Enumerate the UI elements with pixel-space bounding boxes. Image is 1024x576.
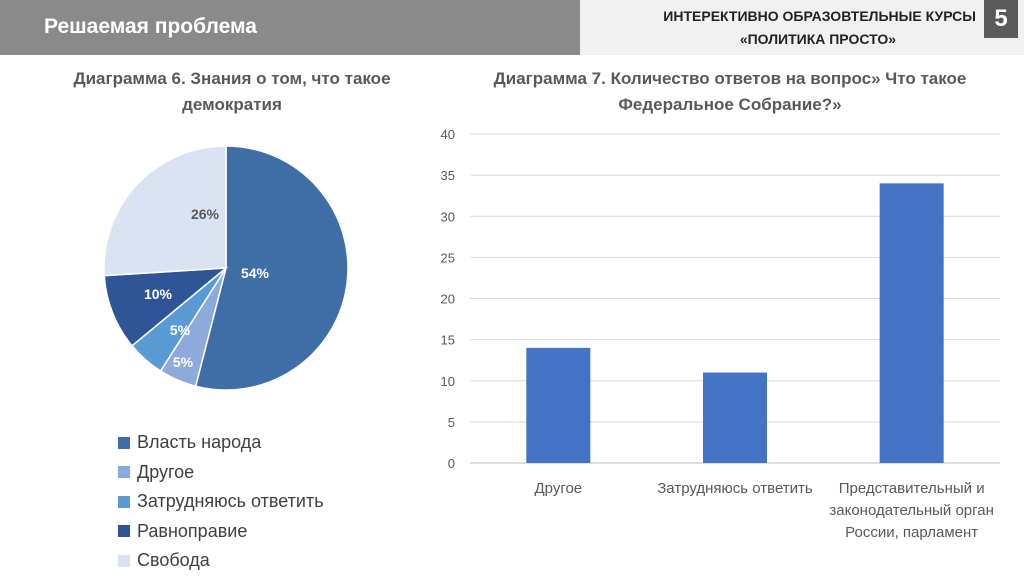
y-tick-label: 35: [441, 168, 455, 183]
course-title-line2: «ПОЛИТИКА ПРОСТО»: [739, 31, 896, 47]
pie-slice: [103, 145, 227, 277]
pie-data-label: 5%: [173, 354, 194, 370]
pie-data-label: 10%: [144, 286, 173, 302]
legend-label: Затрудняюсь ответить: [137, 491, 324, 511]
pie-legend: Власть народа Другое Затрудняюсь ответить Р…: [118, 428, 324, 576]
header-bar: [0, 0, 580, 55]
legend-swatch: [118, 436, 130, 449]
legend-item: Равноправие: [118, 517, 324, 547]
pie-slice: [103, 267, 229, 347]
slide-title: Решаемая проблема: [44, 15, 257, 38]
legend-swatch: [118, 554, 130, 567]
y-tick-label: 40: [441, 127, 455, 142]
y-tick-label: 10: [441, 374, 455, 389]
y-tick-label: 25: [441, 250, 455, 265]
y-tick-label: 0: [448, 456, 455, 471]
legend-item: Власть народа: [118, 428, 324, 458]
bar: [526, 347, 591, 463]
legend-item: Другое: [118, 458, 324, 488]
bar: [703, 372, 767, 463]
legend-swatch: [118, 466, 130, 479]
pie-data-label: 26%: [191, 206, 220, 222]
pie-slice: [194, 145, 349, 391]
course-block: [580, 0, 1024, 55]
legend-swatch: [118, 525, 130, 538]
legend-label: Другое: [137, 461, 195, 482]
y-tick-label: 5: [448, 415, 455, 430]
bar-chart-title: Диаграмма 7. Количество ответов на вопро…: [493, 69, 967, 114]
x-category-label: Другое: [534, 480, 583, 497]
x-category-label: Представительный и законодательный орган…: [829, 480, 994, 541]
legend-label: Свобода: [137, 550, 210, 570]
y-tick-label: 30: [441, 209, 455, 224]
legend-item: Затрудняюсь ответить: [118, 487, 324, 517]
bar: [879, 183, 944, 463]
y-tick-label: 20: [441, 292, 455, 307]
legend-label: Равноправие: [137, 520, 248, 541]
pie-data-label: 54%: [241, 265, 270, 281]
slide-number-badge: 5: [984, 0, 1018, 38]
x-category-label: Затрудняюсь ответить: [657, 480, 813, 497]
legend-label: Власть народа: [137, 432, 262, 452]
legend-item: Свобода: [118, 546, 324, 576]
pie-chart-title: Диаграмма 6. Знания о том, что такое дем…: [73, 69, 391, 114]
y-tick-label: 15: [441, 333, 455, 348]
pie-data-label: 5%: [170, 322, 191, 338]
legend-swatch: [118, 495, 130, 508]
course-title-line1: ИНТЕРЕКТИВНО ОБРАЗОВТЕЛЬНЫЕ КУРСЫ: [663, 8, 976, 24]
